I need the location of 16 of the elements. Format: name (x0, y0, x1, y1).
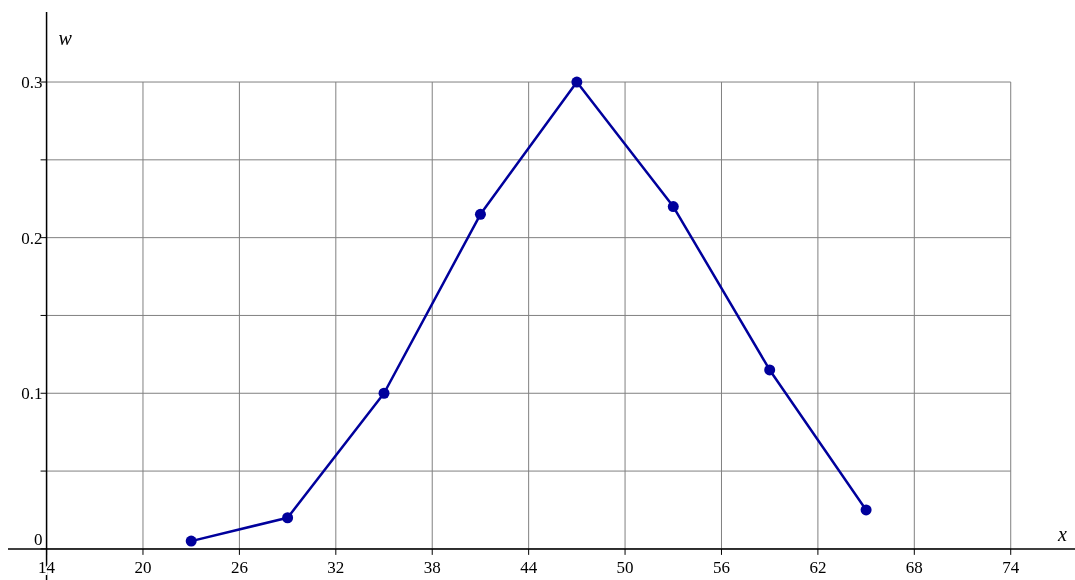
y-tick-label: 0 (34, 529, 43, 549)
y-tick-label: 0.1 (21, 384, 43, 404)
y-axis-title: w (58, 27, 73, 49)
x-tick-label: 74 (1002, 557, 1020, 577)
x-tick-label: 32 (327, 557, 345, 577)
x-tick-label: 44 (520, 557, 538, 577)
x-tick-label: 26 (230, 557, 248, 577)
y-tick-label: 0.3 (21, 73, 43, 93)
x-tick-label: 50 (616, 557, 634, 577)
x-tick-label: 62 (809, 557, 827, 577)
x-tick-label: 38 (423, 557, 441, 577)
x-tick-label: 56 (712, 557, 730, 577)
x-tick-label: 20 (134, 557, 152, 577)
x-tick-label: 68 (905, 557, 923, 577)
y-tick-label: 0.2 (21, 228, 43, 248)
x-axis-title: x (1057, 522, 1068, 545)
